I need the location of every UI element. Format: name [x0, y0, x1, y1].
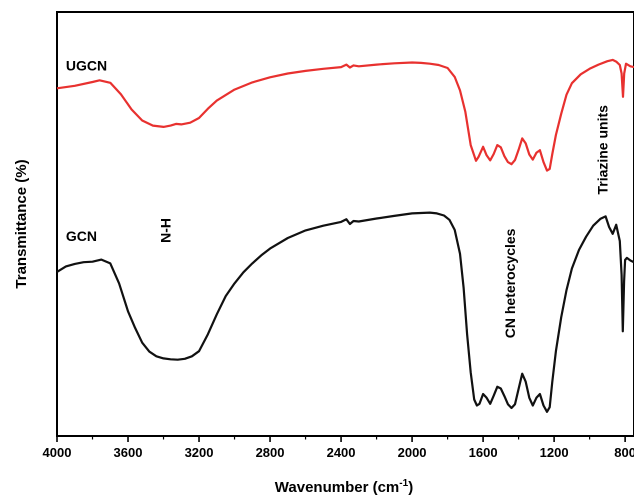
x-tick-label: 2400 [327, 445, 356, 460]
plot-area [56, 11, 634, 437]
y-axis-title: Transmittance (%) [13, 159, 30, 288]
x-axis: 4000 3600 3200 2800 2400 2000 1600 1200 800 [43, 436, 634, 460]
series-line-gcn [56, 211, 634, 413]
series-line-ugcn [56, 58, 634, 172]
plot-frame [56, 11, 634, 437]
annotation-ugcn: UGCN [66, 58, 107, 74]
annotation-n-h: N-H [158, 218, 174, 243]
x-tick-label: 2000 [398, 445, 427, 460]
x-axis-title: Wavenumber (cm-1) [275, 478, 413, 496]
x-tick-label: 2800 [256, 445, 285, 460]
annotation-cn-heterocycles: CN heterocycles [502, 228, 518, 338]
annotation-triazine-units: Triazine units [594, 105, 610, 195]
annotation-gcn: GCN [66, 228, 97, 244]
x-tick-label: 1600 [469, 445, 498, 460]
x-tick-label: 3200 [185, 445, 214, 460]
x-tick-label: 3600 [114, 445, 143, 460]
x-tick-label: 4000 [43, 445, 72, 460]
annotation-layer: UGCN GCN N-H CN heterocycles Triazine units [66, 58, 611, 339]
x-tick-label: 800 [614, 445, 634, 460]
series-layer [56, 58, 634, 413]
x-tick-label: 1200 [540, 445, 569, 460]
